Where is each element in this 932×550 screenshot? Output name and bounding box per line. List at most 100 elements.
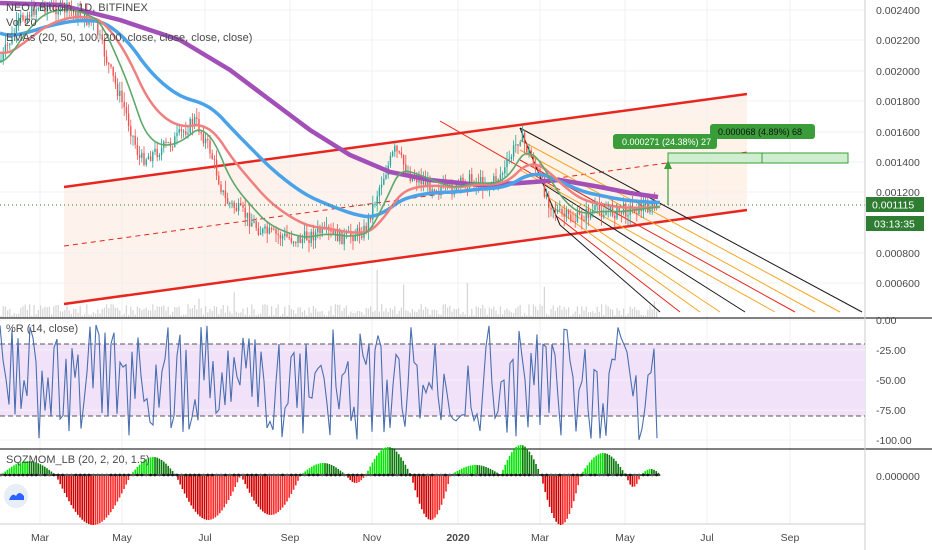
volume-bar [244,314,246,318]
wr-tick-label: 0.00 [876,315,897,327]
sqz-bar [627,475,629,481]
volume-bar [262,304,264,318]
volume-bar [565,309,567,318]
sqz-dot [285,473,289,477]
sqz-dot [624,473,628,477]
volume-bar [460,314,462,318]
sqz-bar [306,469,309,475]
sqz-bar [487,467,489,475]
candle-body [548,195,550,208]
candle-body [209,140,211,154]
sqz-bar [376,455,378,475]
volume-bar [367,308,369,318]
volume-bar [607,306,609,318]
candle-body [618,205,620,212]
candle-body [9,43,11,45]
candle-body [185,131,187,135]
sqz-dot [593,473,597,477]
sqz-bar [568,475,571,515]
volume-bar [563,306,565,318]
sqz-bar [454,472,456,475]
candle-body [182,131,185,133]
candle-body [158,154,161,158]
candle-body [255,221,257,229]
sqz-bar [508,455,511,475]
sqz-bar [480,465,483,475]
candle-body [352,236,354,242]
sqz-dot [496,473,500,477]
candle-body [114,75,117,84]
candle-body [391,151,394,156]
sqz-dot [96,473,100,477]
sqz-bar [163,461,165,475]
sqz-bar [232,475,234,492]
candle-body [479,177,482,186]
candle-body [495,176,497,182]
volume-bar [486,314,488,318]
sqz-bar [621,470,624,475]
sqz-bar [562,475,564,525]
wr-tick-label: -100.00 [876,435,912,447]
sqz-bar [414,475,416,491]
volume-bar [579,314,581,318]
sqz-bar [101,475,103,522]
sqz-bar [216,475,219,516]
volume-bar [238,313,240,318]
sqz-bar [586,465,589,475]
sqz-bar [288,475,290,498]
candle-body [468,174,471,188]
volume-bar [396,314,398,318]
sqz-bar [96,475,99,525]
sqz-legend: SQZMOM_LB (20, 2, 20, 1.5) [6,454,150,466]
volume-bar [440,314,442,318]
sqz-bar [546,475,549,500]
candle-body [493,176,495,185]
volume-bar [526,315,528,318]
volume-bar [139,308,141,318]
volume-bar [66,305,68,318]
sqz-bar [79,475,81,518]
sqz-bar [524,446,526,475]
volume-bar [198,298,200,318]
sqz-bar [304,471,306,475]
sqz-dot [166,473,170,477]
candle-body [224,190,227,199]
sqz-bar [286,475,288,502]
candle-body [299,236,301,244]
sqz-dot [452,473,456,477]
volume-bar [521,315,523,318]
sqz-bar [223,475,225,508]
sqz-bar [434,475,436,518]
sqz-bar [553,475,555,519]
candle-body [341,230,343,245]
volume-bar [165,310,167,318]
volume-bar [612,309,614,318]
sqz-dot [171,473,175,477]
candle-body [200,132,202,134]
candle-body [407,171,409,173]
volume-bar [414,311,416,318]
sqz-bar [371,462,374,475]
sqz-dot [118,473,122,477]
volume-bar [425,306,427,318]
candle-body [567,210,570,215]
sqz-dot [325,473,328,477]
volume-bar [15,314,17,318]
volume-bar [154,310,156,318]
volume-bar [354,312,356,318]
volume-bar [642,315,644,318]
volume-bar [156,306,158,318]
candle-body [154,148,156,153]
candle-body [235,207,238,211]
sqz-dot [422,473,425,477]
volume-bar [22,306,24,318]
sqz-bar [472,465,474,475]
candle-body [211,153,213,159]
sqz-bar [644,471,646,475]
x-tick-label: 2020 [446,532,470,544]
sqz-bar [648,469,651,475]
volume-bar [334,304,336,318]
sqz-bar [212,475,214,519]
